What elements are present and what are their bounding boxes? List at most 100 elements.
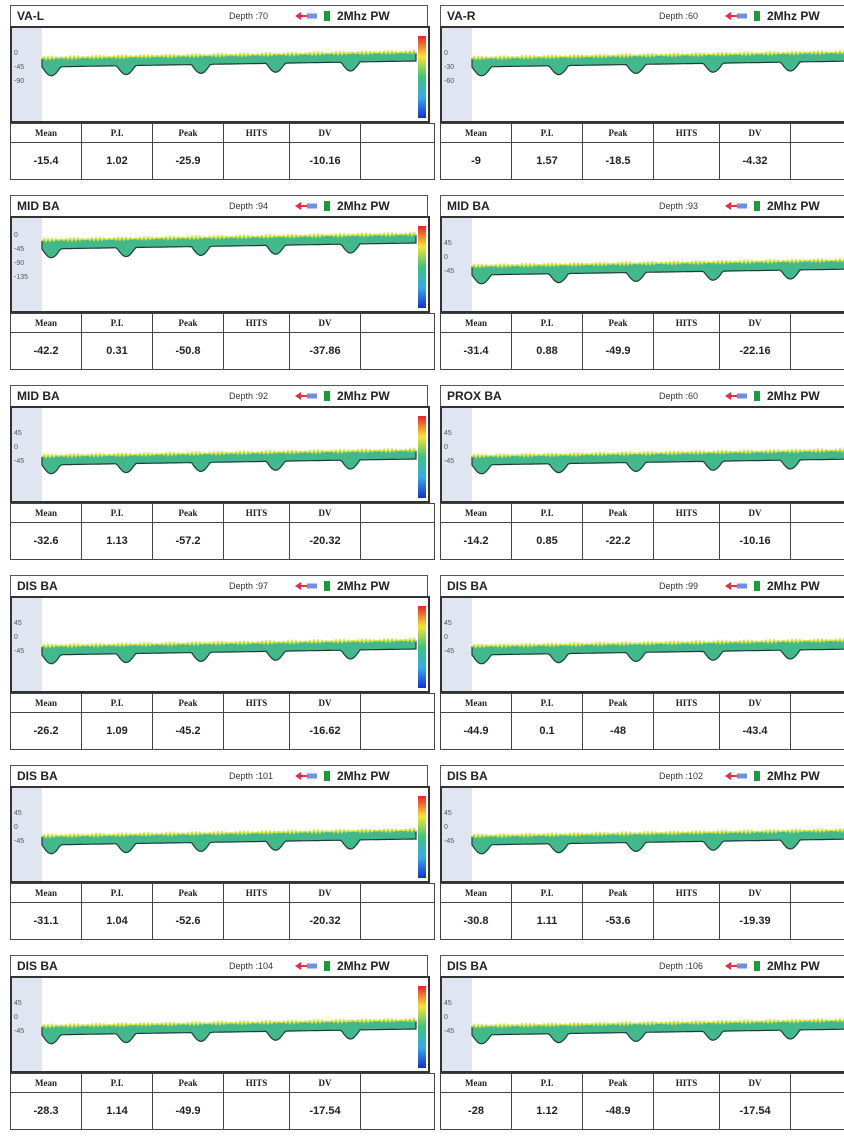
header-cell [361,314,435,333]
header-cell [791,1074,844,1093]
mode-label: 2Mhz PW [767,579,820,593]
value-cell [791,143,844,180]
spectrum-graphic [12,978,428,1071]
header-cell: Peak [153,694,224,713]
value-cell: -32.6 [11,523,82,560]
header-cell [791,504,844,523]
decoration [418,606,426,688]
panel-title: DIS BA [447,769,488,783]
table-header-row: MeanP.I.PeakHITSDV [441,694,844,713]
decoration [754,961,760,971]
measurements-table: MeanP.I.PeakHITSDV-44.90.1-48-43.4 [440,693,844,750]
header-cell: DV [290,694,361,713]
decoration [324,581,330,591]
value-cell: -49.9 [583,333,654,370]
decoration [307,774,317,779]
decoration [418,226,426,308]
decoration [737,774,747,779]
value-cell: 1.57 [512,143,583,180]
panel: DIS BADepth :992Mhz PW450-45MeanP.I.Peak… [440,575,844,755]
spectrum-graphic [12,598,428,691]
value-cell [361,1093,435,1130]
value-cell [654,713,720,750]
depth-label: Depth :106 [659,961,703,971]
value-cell: -43.4 [720,713,791,750]
header-cell: Mean [11,124,82,143]
probe-icon [293,961,333,971]
mode-label: 2Mhz PW [767,389,820,403]
value-cell [361,333,435,370]
header-cell: Mean [11,504,82,523]
header-cell: P.I. [82,504,153,523]
spectrum-graphic [442,788,844,881]
value-cell: -9 [441,143,512,180]
panel-header: MID BADepth :942Mhz PW [10,195,428,216]
header-cell: HITS [654,1074,720,1093]
header-cell: HITS [654,314,720,333]
value-cell: -26.2 [11,713,82,750]
panel: MID BADepth :942Mhz PW0-45-90-135MeanP.I… [10,195,428,375]
header-cell: DV [720,124,791,143]
header-cell: DV [290,884,361,903]
depth-label: Depth :93 [659,201,698,211]
depth-label: Depth :60 [659,11,698,21]
table-header-row: MeanP.I.PeakHITSDV [441,124,844,143]
header-cell: P.I. [512,314,583,333]
mode-label: 2Mhz PW [767,769,820,783]
header-cell: DV [290,504,361,523]
depth-label: Depth :60 [659,391,698,401]
panel-header: VA-RDepth :602Mhz PW [440,5,844,26]
value-cell: -16.62 [290,713,361,750]
value-cell [224,143,290,180]
spectrum-graphic [442,978,844,1071]
header-cell [361,884,435,903]
value-cell: -28.3 [11,1093,82,1130]
panel-header: VA-LDepth :702Mhz PW [10,5,428,26]
decoration [754,581,760,591]
value-cell [654,903,720,940]
table-value-row: -26.21.09-45.2-16.62 [11,713,435,750]
header-cell: DV [720,694,791,713]
decoration [737,394,747,399]
value-cell: -30.8 [441,903,512,940]
probe-icon [723,11,763,21]
spectrum: 450-45 [440,596,844,693]
measurements-table: MeanP.I.PeakHITSDV-42.20.31-50.8-37.86 [10,313,435,370]
header-cell: Peak [583,314,654,333]
value-cell [224,523,290,560]
value-cell [361,903,435,940]
value-cell: -22.2 [583,523,654,560]
value-cell [654,1093,720,1130]
panel-title: DIS BA [17,769,58,783]
value-cell: -52.6 [153,903,224,940]
value-cell: 1.12 [512,1093,583,1130]
header-cell: Mean [11,314,82,333]
header-cell: HITS [224,314,290,333]
probe-icon [723,391,763,401]
value-cell: -57.2 [153,523,224,560]
value-cell: 0.1 [512,713,583,750]
header-cell: DV [720,1074,791,1093]
header-cell: DV [720,884,791,903]
table-value-row: -42.20.31-50.8-37.86 [11,333,435,370]
value-cell [654,333,720,370]
header-cell: HITS [224,124,290,143]
header-cell: HITS [224,884,290,903]
spectrum: 450-45 [10,406,430,503]
spectrum-graphic [12,28,428,121]
header-cell: DV [290,124,361,143]
table-header-row: MeanP.I.PeakHITSDV [441,1074,844,1093]
decoration [472,449,844,474]
panel-title: DIS BA [447,579,488,593]
header-cell: DV [720,504,791,523]
panel: MID BADepth :922Mhz PW450-45MeanP.I.Peak… [10,385,428,565]
decoration [737,964,747,969]
decoration [307,964,317,969]
